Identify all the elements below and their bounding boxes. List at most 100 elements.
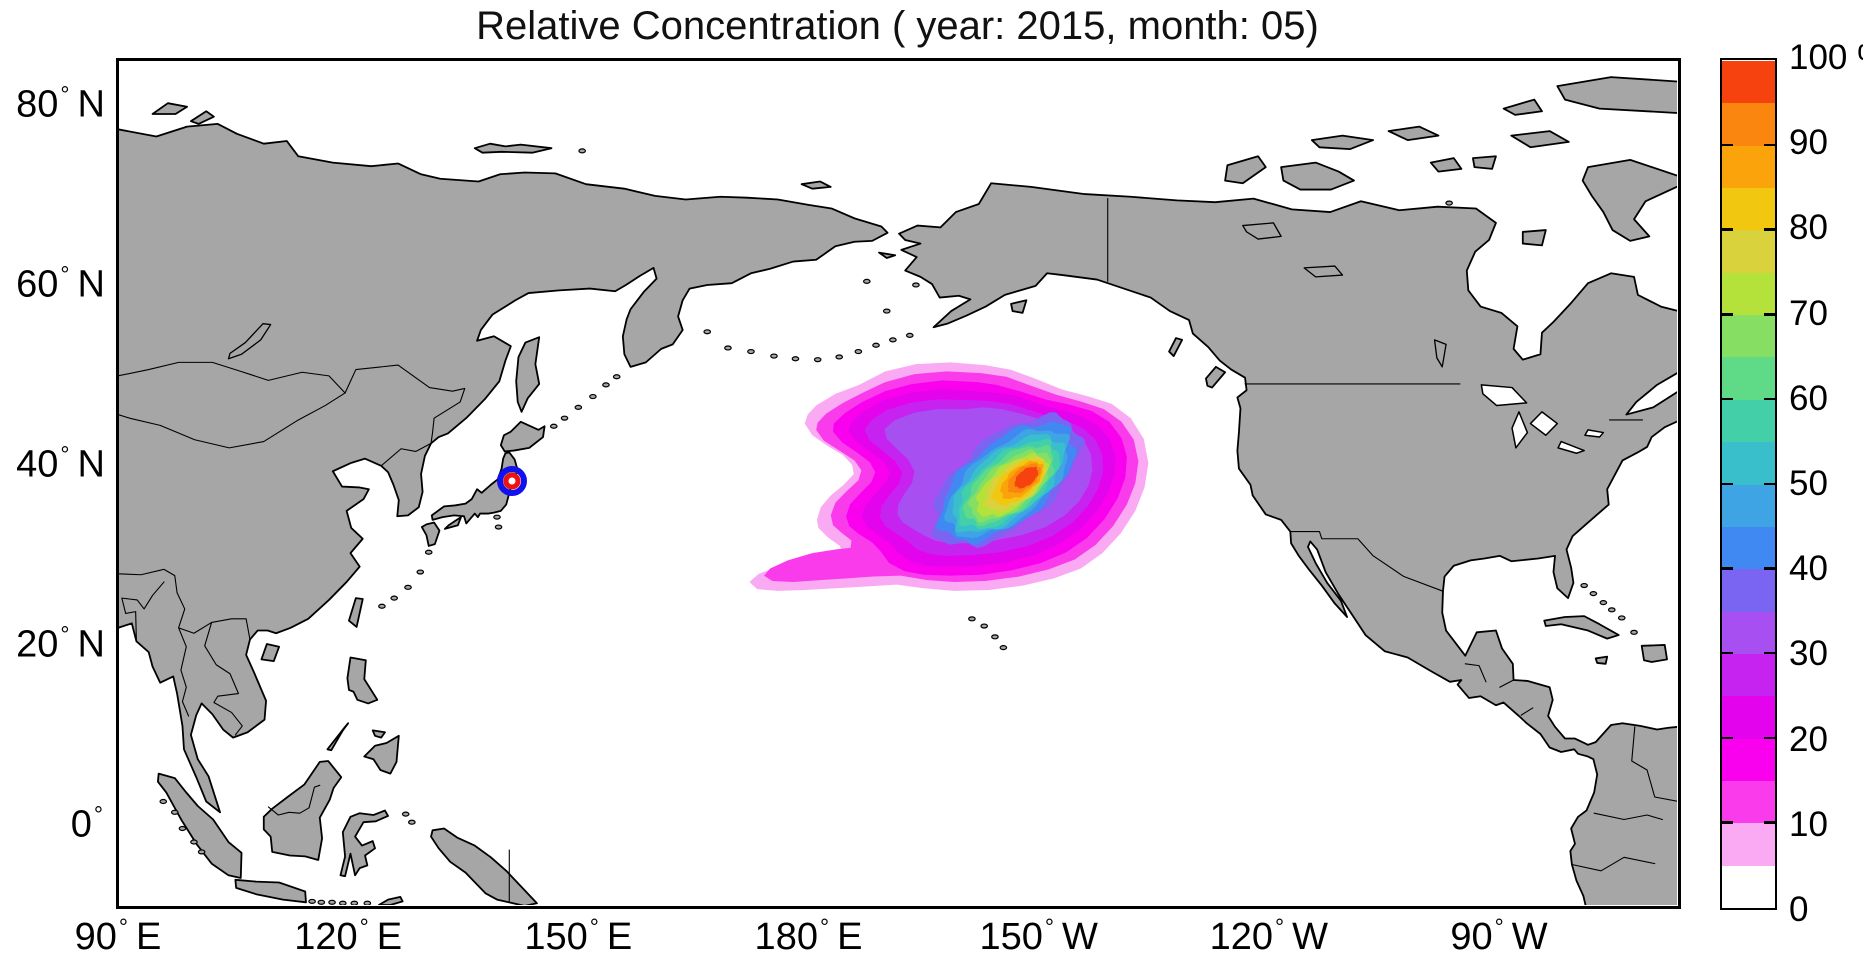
border-line <box>1500 680 1514 687</box>
islet <box>551 424 557 428</box>
land-shikoku <box>445 517 461 529</box>
islet <box>309 899 315 903</box>
colorbar-segment <box>1722 611 1775 654</box>
land-hainan <box>261 644 279 661</box>
land-java <box>235 880 306 902</box>
colorbar-tick <box>1722 397 1733 401</box>
land-hokkaido <box>501 422 545 452</box>
land-baffin <box>1583 160 1677 241</box>
border-line <box>268 785 319 815</box>
land-namerica <box>899 183 1677 905</box>
land-luzon <box>347 658 377 704</box>
colorbar-segment <box>1722 102 1775 146</box>
colorbar-tick <box>1722 313 1733 316</box>
islet <box>855 350 861 354</box>
lake-huron <box>1530 412 1557 435</box>
land-kyushu <box>422 523 440 546</box>
islet <box>1619 616 1625 620</box>
colorbar <box>1720 58 1777 910</box>
land-wrangel <box>802 181 831 188</box>
colorbar-segment <box>1722 526 1775 570</box>
land-timor <box>379 897 403 905</box>
colorbar-tick <box>1764 143 1775 147</box>
islet <box>864 279 870 283</box>
colorbar-tick-label: 90 <box>1789 123 1828 163</box>
colorbar-tick <box>1764 482 1775 485</box>
islet <box>579 149 585 153</box>
islet <box>198 850 204 854</box>
land-cuba <box>1544 616 1618 638</box>
land-pow <box>1431 158 1462 171</box>
colorbar-segment <box>1722 484 1775 527</box>
colorbar-segment <box>1722 314 1775 358</box>
land-ellesmere <box>1557 77 1677 113</box>
islet <box>748 350 754 354</box>
plume-band-95 <box>1014 466 1039 489</box>
colorbar-segment <box>1722 356 1775 400</box>
colorbar-segment <box>1722 780 1775 824</box>
colorbar-segment <box>1722 60 1775 104</box>
islet <box>884 309 890 313</box>
colorbar-tick <box>1764 313 1775 316</box>
colorbar-tick-label: 0 <box>1789 890 1809 929</box>
land-southampton <box>1523 230 1546 245</box>
border-line <box>118 569 250 639</box>
colorbar-segment <box>1722 865 1775 908</box>
land-newsib <box>475 144 552 153</box>
colorbar-tick <box>1764 397 1775 401</box>
pacific-map <box>118 60 1677 905</box>
islet <box>409 820 415 824</box>
colorbar-segment <box>1722 441 1775 485</box>
land-palawan <box>327 723 348 750</box>
colorbar-tick-label: 40 <box>1789 549 1828 589</box>
islet <box>575 405 581 409</box>
x-tick-label: 180° E <box>754 913 863 958</box>
islet <box>160 800 166 804</box>
islet <box>1581 584 1587 588</box>
colorbar-tick <box>1722 736 1733 740</box>
land-haida <box>1169 338 1182 356</box>
y-tick-label: 40° N <box>16 441 105 486</box>
land-borneo <box>264 761 341 860</box>
colorbar-segment <box>1722 187 1775 231</box>
land-hispaniola <box>1642 645 1667 662</box>
islet <box>814 358 820 362</box>
islet <box>725 346 731 350</box>
source-location-marker <box>497 466 528 497</box>
islet <box>391 596 397 600</box>
land-vanc <box>1206 367 1225 388</box>
land-newguinea <box>431 829 537 905</box>
colorbar-tick <box>1764 567 1775 570</box>
colorbar-segment <box>1722 272 1775 316</box>
islet <box>1000 646 1006 650</box>
y-tick-label: 80° N <box>16 81 105 126</box>
land-banks <box>1225 156 1266 183</box>
colorbar-segment <box>1722 822 1775 866</box>
x-tick-label: 90° W <box>1450 913 1548 958</box>
colorbar-tick-label: 60 <box>1789 378 1828 418</box>
plot-title: Relative Concentration ( year: 2015, mon… <box>476 4 1319 48</box>
y-tick-label: 20° N <box>16 621 105 666</box>
islet <box>172 810 178 814</box>
colorbar-segment <box>1722 568 1775 612</box>
landmasses <box>118 77 1677 905</box>
islet <box>890 338 896 342</box>
islet <box>417 570 423 574</box>
colorbar-segment <box>1722 738 1775 781</box>
islet <box>318 900 324 904</box>
x-tick-label: 120° E <box>294 913 403 958</box>
colorbar-tick <box>1722 567 1733 570</box>
land-sumatra <box>158 774 242 878</box>
land-sakhalin <box>516 337 539 412</box>
land-sulawesi <box>340 811 388 877</box>
border-line <box>1632 727 1677 802</box>
colorbar-tick-label: 100 % <box>1789 38 1863 77</box>
source-location-marker-core <box>503 472 521 490</box>
x-tick-label: 90° E <box>74 913 162 958</box>
colorbar-tick <box>1722 482 1733 485</box>
border-line <box>1594 813 1662 819</box>
islet <box>379 604 385 608</box>
colorbar-segment <box>1722 695 1775 739</box>
border-line <box>345 365 465 443</box>
